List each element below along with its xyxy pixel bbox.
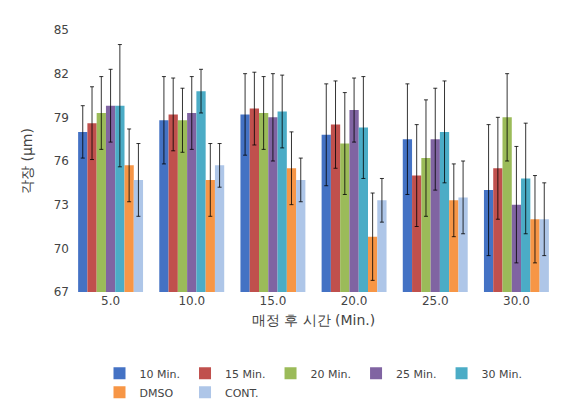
svg-text:DMSO: DMSO	[140, 387, 174, 400]
svg-text:CONT.: CONT.	[225, 387, 258, 400]
svg-text:30 Min.: 30 Min.	[482, 368, 523, 381]
svg-text:20 Min.: 20 Min.	[311, 368, 352, 381]
svg-text:85: 85	[54, 23, 69, 37]
svg-text:79: 79	[54, 111, 69, 125]
svg-text:30.0: 30.0	[503, 294, 530, 308]
svg-text:76: 76	[54, 154, 69, 168]
svg-text:25.0: 25.0	[422, 294, 449, 308]
svg-text:15.0: 15.0	[260, 294, 287, 308]
svg-text:15 Min.: 15 Min.	[225, 368, 266, 381]
svg-text:25 Min.: 25 Min.	[396, 368, 437, 381]
svg-text:각장 (μm): 각장 (μm)	[19, 128, 35, 194]
svg-text:매정 후 시간 (Min.): 매정 후 시간 (Min.)	[252, 312, 376, 328]
svg-text:20.0: 20.0	[341, 294, 368, 308]
svg-text:67: 67	[54, 285, 69, 299]
svg-text:10.0: 10.0	[178, 294, 205, 308]
svg-text:73: 73	[54, 198, 69, 212]
svg-text:5.0: 5.0	[101, 294, 120, 308]
svg-text:70: 70	[54, 242, 69, 256]
svg-text:10 Min.: 10 Min.	[140, 368, 181, 381]
svg-text:82: 82	[54, 67, 69, 81]
